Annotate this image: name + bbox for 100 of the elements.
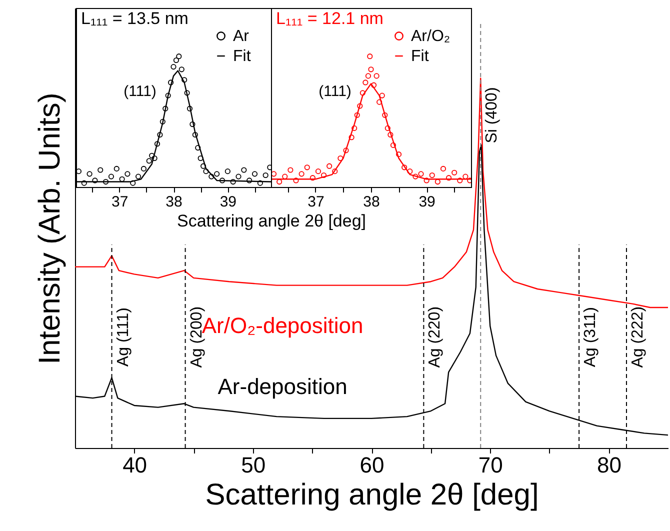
point — [252, 171, 258, 177]
point — [407, 168, 413, 174]
ref-line-label: Si (400) — [484, 87, 501, 144]
ref-line-label: Ag (311) — [582, 306, 600, 368]
point — [162, 106, 168, 112]
point — [354, 112, 360, 118]
point — [365, 73, 372, 79]
point — [92, 178, 98, 184]
point — [352, 125, 358, 131]
point — [157, 132, 163, 138]
point — [160, 118, 166, 124]
x-axis-title: Scattering angle 2θ [deg] — [176, 212, 366, 230]
point — [362, 80, 368, 86]
point — [102, 178, 109, 185]
legend-label: Ar — [233, 28, 250, 45]
point — [348, 134, 354, 140]
point — [370, 82, 377, 88]
legend-label: Fit — [411, 48, 430, 65]
point — [384, 125, 390, 131]
point — [457, 178, 463, 184]
point — [452, 170, 458, 176]
point — [146, 158, 152, 164]
point — [98, 167, 104, 173]
point — [412, 174, 418, 180]
point — [338, 155, 344, 162]
point — [315, 168, 322, 174]
point — [214, 171, 220, 177]
x-tick-label: 37 — [308, 194, 324, 210]
point — [135, 174, 142, 180]
legend-label: Fit — [233, 48, 252, 65]
point — [343, 148, 349, 154]
point — [81, 180, 87, 186]
point — [298, 171, 304, 177]
point — [379, 92, 385, 98]
point — [332, 168, 338, 174]
point — [304, 164, 310, 170]
x-tick-label: 39 — [418, 194, 436, 210]
x-tick-label: 37 — [111, 194, 128, 210]
point — [402, 164, 408, 170]
point — [446, 175, 452, 181]
point — [388, 132, 394, 138]
point — [219, 178, 226, 184]
x-axis-title: Scattering angle 2θ [deg] — [205, 478, 539, 512]
point — [152, 155, 158, 162]
x-tick-label: 50 — [241, 452, 266, 478]
point — [376, 99, 382, 105]
text: L₁₁₁ = 13.5 nm — [81, 9, 188, 28]
point — [124, 171, 130, 177]
point — [360, 90, 366, 96]
point — [186, 106, 193, 112]
point — [200, 163, 206, 169]
point — [182, 77, 188, 83]
point — [173, 57, 180, 64]
point — [230, 178, 236, 185]
point — [418, 171, 424, 177]
point — [130, 180, 136, 186]
point — [195, 145, 201, 151]
ref-line-label: Ag (220) — [426, 306, 444, 368]
point — [176, 54, 182, 60]
annotation: (111) — [124, 83, 156, 100]
point — [396, 152, 402, 158]
point — [246, 178, 252, 184]
x-tick-label: 38 — [166, 194, 182, 210]
point — [168, 80, 174, 86]
x-tick-label: 38 — [363, 194, 380, 210]
point — [236, 174, 242, 180]
point — [262, 172, 268, 178]
ref-line-label: Ag (222) — [629, 306, 646, 368]
point — [310, 175, 316, 181]
point — [165, 92, 171, 98]
point — [198, 155, 204, 162]
x-tick-label: 80 — [596, 452, 622, 478]
point — [368, 66, 374, 72]
point — [178, 66, 184, 72]
ref-line-label: Ag (111) — [114, 308, 132, 367]
point — [224, 168, 230, 174]
point — [288, 167, 294, 173]
point — [119, 176, 125, 182]
point — [140, 166, 147, 172]
point — [192, 132, 198, 138]
point — [184, 90, 190, 96]
point — [357, 103, 363, 109]
point — [149, 152, 155, 158]
point — [203, 168, 209, 174]
point — [326, 163, 332, 169]
point — [374, 73, 380, 79]
y-axis-title: Intensity (Arb. Units) — [34, 92, 66, 364]
point — [320, 172, 327, 178]
point — [154, 141, 160, 147]
x-tick-label: 70 — [478, 452, 503, 478]
point — [241, 167, 247, 173]
point — [429, 172, 435, 178]
point — [424, 178, 430, 184]
point — [190, 121, 196, 128]
annotation: (111) — [318, 83, 352, 100]
point — [86, 171, 92, 177]
point — [257, 180, 263, 186]
series-label: Ar-deposition — [218, 374, 348, 399]
text: L₁₁₁ = 12.1 nm — [276, 9, 384, 28]
point — [367, 54, 373, 60]
